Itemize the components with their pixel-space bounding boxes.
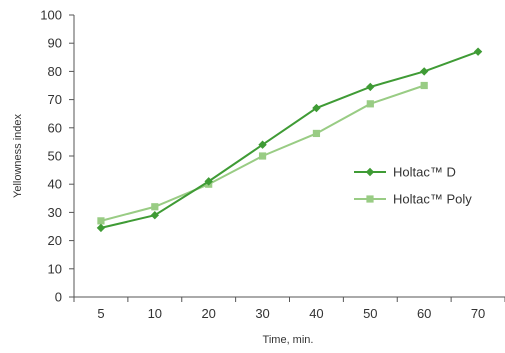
x-tick-label: 20 bbox=[201, 306, 215, 321]
y-axis: 0 10 20 30 40 50 60 70 80 90 100 bbox=[40, 8, 75, 305]
data-point bbox=[97, 217, 105, 225]
data-point bbox=[96, 223, 106, 233]
legend-label: Holtac™ Poly bbox=[393, 192, 472, 207]
y-tick-label: 50 bbox=[48, 149, 62, 164]
data-point bbox=[366, 82, 375, 92]
data-point bbox=[473, 47, 483, 56]
y-tick-label: 40 bbox=[48, 177, 62, 192]
x-tick-label: 70 bbox=[471, 306, 485, 321]
y-tick-label: 70 bbox=[48, 92, 62, 107]
data-point bbox=[312, 103, 321, 113]
y-tick-label: 60 bbox=[48, 120, 62, 135]
data-point bbox=[366, 100, 374, 108]
y-tick-label: 90 bbox=[48, 36, 62, 51]
y-tick-label: 0 bbox=[55, 290, 62, 305]
y-tick-label: 20 bbox=[48, 233, 62, 248]
y-tick-label: 100 bbox=[40, 8, 62, 23]
series-line bbox=[100, 50, 479, 229]
legend-marker bbox=[366, 195, 374, 203]
legend-marker bbox=[365, 167, 375, 177]
data-point bbox=[312, 129, 321, 138]
x-tick-label: 60 bbox=[417, 306, 431, 321]
data-point bbox=[258, 152, 267, 160]
series-layer bbox=[96, 47, 483, 233]
y-tick-label: 10 bbox=[48, 261, 62, 276]
y-axis-title: Yellowness index bbox=[12, 114, 24, 198]
legend-item-1: Holtac™ D bbox=[354, 165, 456, 180]
x-tick-label: 50 bbox=[363, 306, 377, 321]
data-point bbox=[258, 140, 267, 149]
y-tick-label: 80 bbox=[48, 64, 62, 79]
legend-label: Holtac™ D bbox=[393, 165, 456, 180]
data-point bbox=[419, 67, 429, 76]
data-point bbox=[420, 81, 428, 90]
x-axis-title: Time, min. bbox=[263, 334, 314, 346]
x-tick-label: 10 bbox=[148, 306, 162, 321]
x-axis: 5 10 20 30 40 50 60 70 bbox=[73, 296, 505, 321]
legend: Holtac™ D Holtac™ Poly bbox=[354, 165, 472, 207]
series-2 bbox=[97, 81, 428, 225]
x-tick-label: 30 bbox=[255, 306, 269, 321]
series-1 bbox=[96, 47, 483, 233]
x-tick-label: 40 bbox=[309, 306, 323, 321]
data-point bbox=[204, 177, 213, 186]
x-tick-label: 5 bbox=[97, 306, 104, 321]
legend-item-2: Holtac™ Poly bbox=[354, 192, 472, 207]
y-tick-label: 30 bbox=[48, 205, 62, 220]
data-point bbox=[150, 211, 160, 220]
data-point bbox=[151, 203, 159, 211]
